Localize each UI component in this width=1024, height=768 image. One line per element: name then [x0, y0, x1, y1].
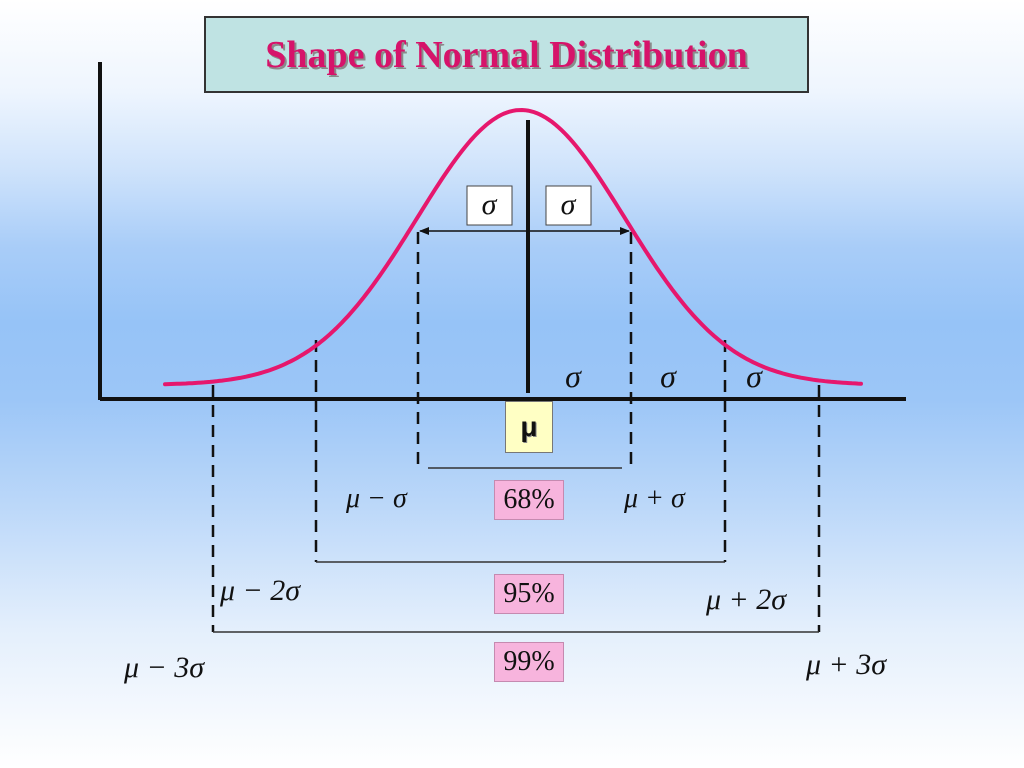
sigma-label-3: σ — [746, 358, 763, 394]
sigma-label-2: σ — [660, 358, 677, 394]
mean-label-box: μ — [505, 401, 553, 453]
label-mu-plus-3sigma: μ + 3σ — [805, 648, 887, 681]
label-mu-minus-sigma: μ − σ — [345, 483, 408, 514]
diagram-title: Shape of Normal Distribution — [265, 33, 748, 76]
label-mu-minus-3sigma: μ − 3σ — [123, 651, 205, 684]
sigma-box-left — [466, 185, 513, 226]
label-mu-plus-2sigma: μ + 2σ — [705, 583, 787, 616]
percent-box-95: 95% — [494, 574, 564, 614]
sigma-label-1: σ — [565, 358, 582, 394]
bell-curve — [163, 107, 863, 387]
sigma-label-box-right: σ — [561, 188, 577, 221]
percent-box-68: 68% — [494, 480, 564, 520]
sigma-box-right — [545, 185, 592, 226]
label-mu-plus-sigma: μ + σ — [623, 483, 686, 514]
title-box: Shape of Normal Distribution — [204, 16, 809, 93]
percent-box-99: 99% — [494, 642, 564, 682]
label-mu-minus-2sigma: μ − 2σ — [219, 574, 301, 607]
sigma-label-box-left: σ — [482, 188, 498, 221]
